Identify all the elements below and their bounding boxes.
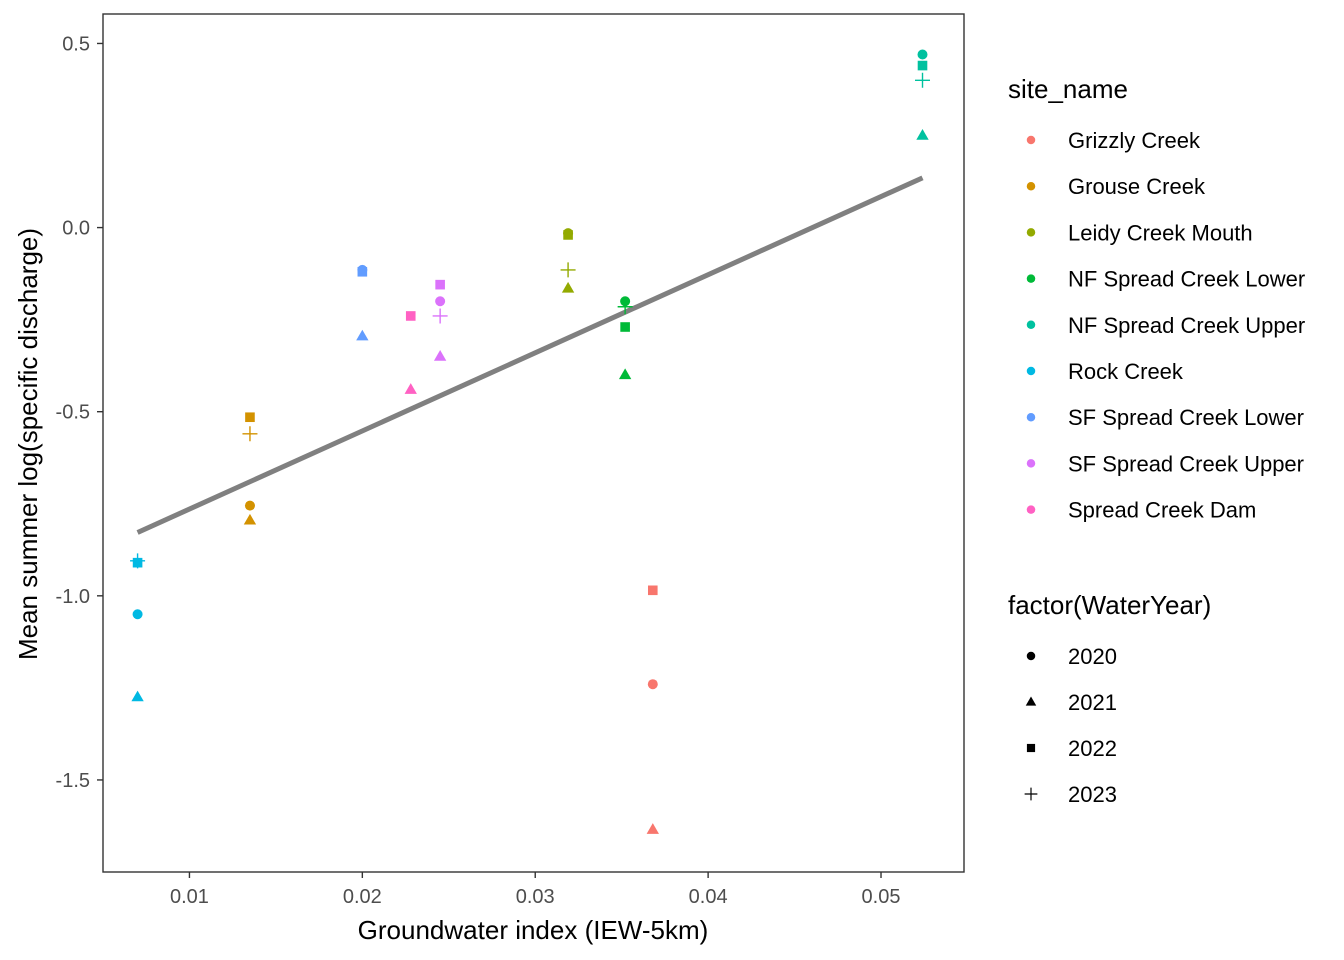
data-point (357, 266, 368, 277)
data-point (243, 513, 257, 525)
data-point (435, 296, 446, 307)
color-legend-key (1026, 459, 1036, 468)
shape-legend-key (1026, 743, 1036, 753)
data-point (405, 311, 416, 321)
color-legend-label: Grizzly Creek (1068, 128, 1201, 153)
y-tick-label: -1.5 (56, 770, 90, 792)
data-point (560, 262, 576, 278)
color-legend-key (1026, 135, 1036, 145)
data-point (404, 383, 417, 394)
shape-legend: factor(WaterYear) 2020 2021 2022 2023 (1008, 590, 1211, 807)
shape-legend-label: 2022 (1068, 736, 1117, 761)
data-point (647, 679, 658, 690)
x-tick-label: 0.05 (862, 886, 901, 908)
color-legend-key (1026, 412, 1036, 422)
data-point (618, 368, 632, 380)
color-legend-label: SF Spread Creek Lower (1068, 405, 1304, 430)
color-legend-key (1026, 181, 1036, 191)
color-legend-label: Rock Creek (1068, 359, 1184, 384)
data-points (130, 49, 931, 834)
data-point (917, 60, 928, 71)
data-point (432, 308, 448, 324)
y-tick-label: -0.5 (56, 402, 90, 424)
shape-legend-label: 2023 (1068, 782, 1117, 807)
data-point (917, 49, 928, 60)
color-legend-label: Spread Creek Dam (1068, 498, 1256, 523)
data-point (647, 585, 658, 596)
color-legend-key (1026, 505, 1036, 514)
data-point (244, 500, 255, 511)
shape-legend-title: factor(WaterYear) (1008, 590, 1211, 620)
color-legend-label: NF Spread Creek Lower (1068, 267, 1305, 292)
color-legend-key (1026, 228, 1036, 237)
shape-legend-label: 2021 (1068, 690, 1117, 715)
data-point (561, 281, 575, 293)
shape-legend-label: 2020 (1068, 644, 1117, 669)
data-point (435, 279, 445, 290)
data-point (242, 426, 258, 442)
y-tick-label: 0.0 (62, 218, 90, 240)
trend-line-group (136, 175, 924, 535)
y-tick-label: 0.5 (62, 33, 90, 55)
data-point (132, 609, 143, 620)
x-tick-label: 0.01 (170, 886, 209, 908)
color-legend-key (1026, 274, 1036, 283)
shape-legend-key (1024, 787, 1038, 801)
color-legend-label: Grouse Creek (1068, 174, 1206, 199)
color-legend-label: NF Spread Creek Upper (1068, 313, 1305, 338)
color-legend-label: Leidy Creek Mouth (1068, 220, 1253, 245)
color-legend-key (1026, 366, 1036, 376)
color-legend: site_name Grizzly Creek Grouse Creek Leidy… (1008, 74, 1305, 523)
x-tick-label: 0.03 (516, 886, 555, 908)
data-point (916, 129, 929, 140)
data-point (915, 72, 931, 88)
shape-legend-key (1025, 696, 1037, 706)
x-axis-title: Groundwater index (IEW-5km) (358, 915, 709, 945)
trend-line (136, 175, 924, 535)
color-legend-label: SF Spread Creek Upper (1068, 451, 1304, 476)
data-point (620, 322, 630, 332)
data-point (433, 349, 447, 361)
data-point (617, 299, 633, 315)
data-point (131, 690, 144, 702)
data-point (245, 412, 255, 423)
data-point (646, 823, 659, 834)
x-tick-label: 0.04 (689, 886, 728, 908)
color-legend-title: site_name (1008, 74, 1128, 104)
y-tick-label: -1.0 (56, 586, 90, 608)
y-axis-title: Mean summer log(specific discharge) (13, 228, 43, 660)
color-legend-key (1026, 320, 1036, 330)
data-point (563, 230, 573, 240)
shape-legend-key (1026, 651, 1036, 661)
x-axis-ticks: 0.01 0.02 0.03 0.04 0.05 (170, 872, 901, 908)
y-axis-ticks: 0.5 0.0 -0.5 -1.0 -1.5 (56, 33, 103, 792)
data-point (130, 553, 146, 569)
plot-panel-border (102, 13, 965, 873)
x-tick-label: 0.02 (343, 886, 382, 908)
data-point (356, 329, 369, 341)
